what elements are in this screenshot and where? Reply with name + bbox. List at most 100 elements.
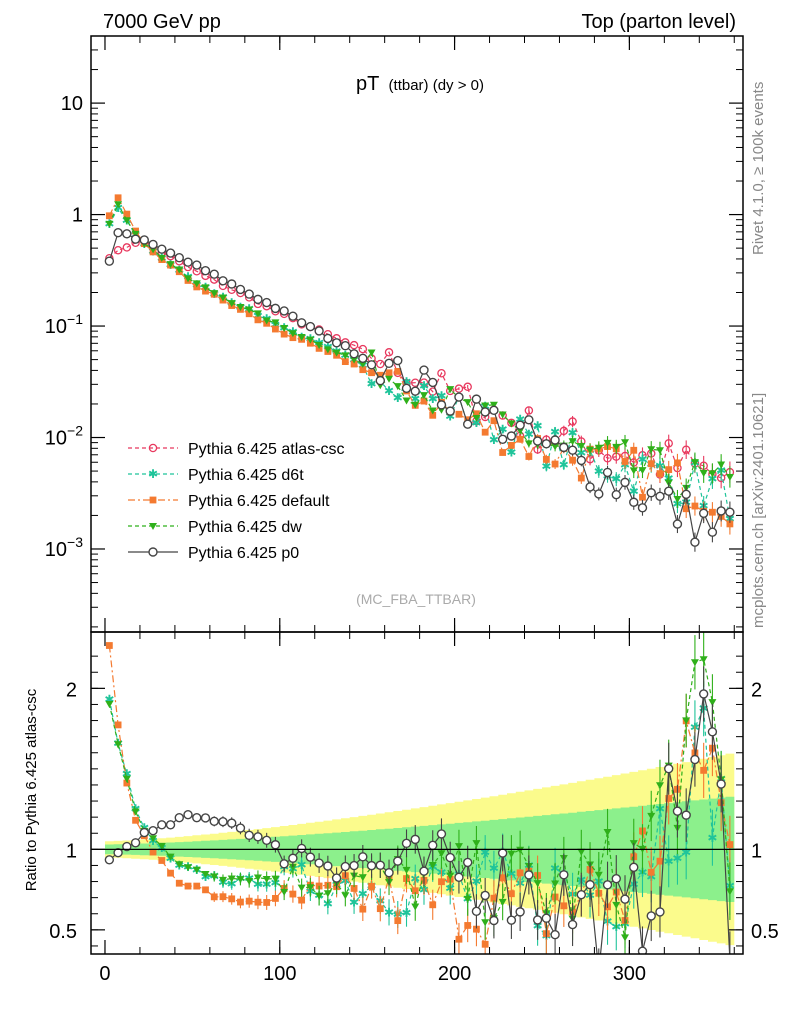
p0-point [620,477,630,488]
p0-point [602,880,613,890]
p0-point [646,911,656,921]
p0-point [375,860,385,870]
p0-point [532,915,543,925]
default-point [298,896,306,904]
default-point [368,369,375,377]
dw-point [157,842,166,850]
x-tick-label: 200 [438,963,471,985]
d6t-point: ✱ [681,846,691,860]
dw-point [516,846,525,854]
ratio-series-3 [104,666,731,954]
dw-point [262,317,271,325]
p0-point [698,508,709,518]
header-energy: 7000 GeV pp [103,11,221,33]
default-point [726,520,734,528]
dw-point [332,349,341,357]
p0-point [594,489,604,499]
p0-point [436,829,447,839]
dw-point [149,523,157,530]
p0-point [489,915,499,926]
ratio-y-tick-label-left: 0.5 [49,921,77,943]
legend-label: Pythia 6.425 atlas-csc [188,441,345,458]
p0-point [165,248,176,258]
dw-point [175,266,184,274]
default-point [551,460,559,468]
dw-point [690,659,699,667]
p0-point [541,913,552,923]
p0-point [244,289,254,299]
dw-point [271,319,280,327]
dw-point [690,459,699,467]
default-point [289,334,297,342]
atlas-csc-point [148,443,158,453]
default-point [376,905,384,913]
x-tick-label: 300 [613,963,646,985]
ratio-y-tick-label-right: 1 [751,840,762,862]
p0-point [200,265,211,276]
dw-point [297,333,306,341]
dw-point [393,383,402,391]
dw-point [577,443,586,451]
dw-point [586,446,595,454]
dw-point [350,356,359,364]
d6t-point: ✱ [393,391,403,405]
p0-point [130,838,141,848]
p0-point [462,419,473,429]
d6t-point: ✱ [323,897,333,911]
p0-point [148,547,158,557]
p0-point [454,392,464,402]
p0-point [261,835,272,845]
d6t-point: ✱ [594,464,604,478]
y-tick-label: 1 [72,205,83,227]
p0-point [637,946,648,954]
dw-point [446,872,455,880]
default-point [105,212,113,220]
dw-point [682,717,691,725]
x-tick-label: 100 [263,963,296,985]
dw-point [323,346,332,354]
dw-point [192,866,201,874]
p0-point [157,820,167,830]
dw-point [367,349,376,357]
dw-point [699,656,708,664]
dw-point [245,877,254,885]
p0-point [323,333,333,344]
d6t-point: ✱ [515,413,525,427]
dw-point [227,875,236,883]
default-point [359,366,367,374]
default-point [411,887,419,895]
d6t-point: ✱ [401,375,411,389]
d6t-point: ✱ [471,875,481,889]
dw-point [227,300,236,308]
p0-point [436,400,447,410]
p0-point [497,434,508,444]
default-point [228,895,236,903]
dw-point [210,290,219,298]
default-point [114,721,122,729]
y-tick-label: 10−2 [45,423,83,450]
dw-point [280,325,289,333]
p0-point [462,857,473,868]
d6t-point: ✱ [506,445,516,459]
p0-point [585,879,595,890]
header-process: Top (parton level) [581,11,736,33]
p0-point [419,365,429,375]
d6t-point: ✱ [419,379,429,393]
default-point [149,848,157,856]
default-point [272,325,279,333]
p0-point [506,431,517,441]
default-point [656,857,664,865]
default-point [647,460,655,468]
d6t-point: ✱ [707,831,717,845]
dw-point [122,775,131,783]
legend-item: Pythia 6.425 default [128,493,330,510]
ratio-y-tick-label-left: 2 [66,679,77,701]
default-point [385,369,393,377]
p0-point [541,439,552,449]
dw-point [105,220,114,228]
d6t-point: ✱ [471,416,481,430]
ratio-y-tick-label-right: 0.5 [751,921,779,943]
default-point [237,898,244,906]
dw-point [166,853,175,861]
d6t-point: ✱ [629,485,639,499]
